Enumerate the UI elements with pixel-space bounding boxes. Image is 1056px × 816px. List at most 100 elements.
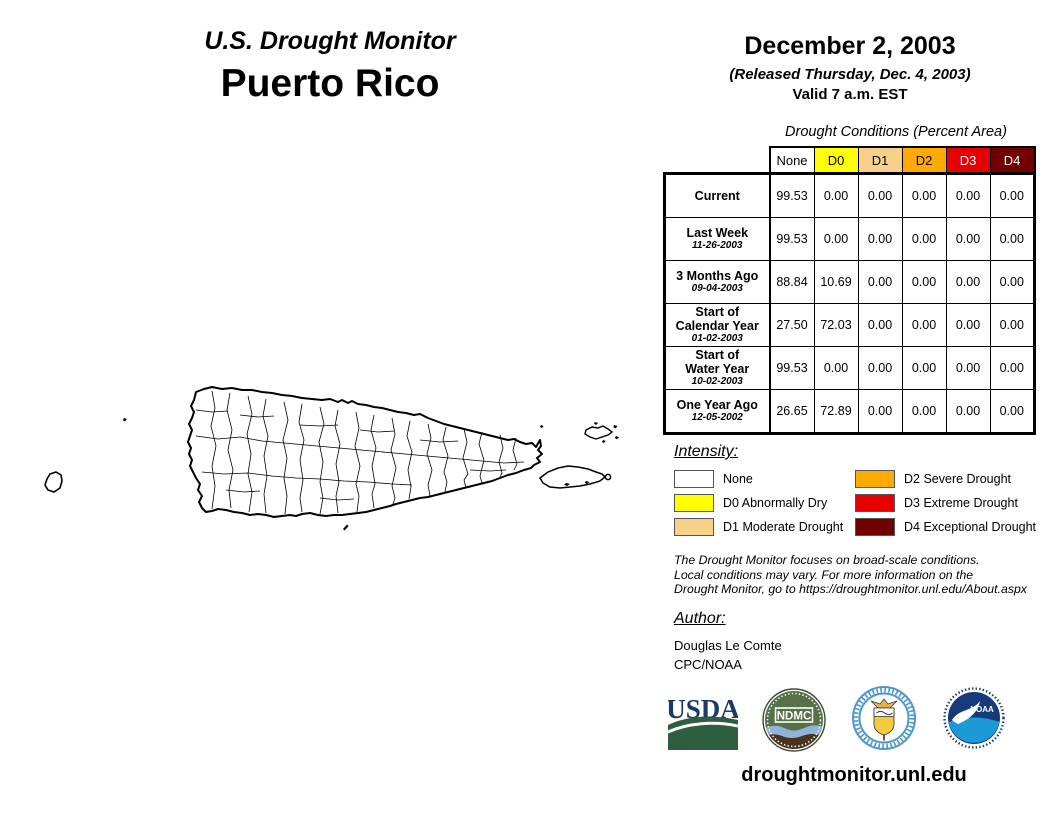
value-cell: 0.00 <box>857 217 903 261</box>
value-cell: 72.03 <box>813 303 859 347</box>
value-cell: 0.00 <box>989 217 1036 261</box>
value-cell: 10.69 <box>813 260 859 304</box>
legend-label: D2 Severe Drought <box>904 471 1012 486</box>
value-cell: 0.00 <box>945 346 991 390</box>
date-block: December 2, 2003 (Released Thursday, Dec… <box>654 32 1046 103</box>
disclaimer-text: The Drought Monitor focuses on broad-sca… <box>674 553 1027 597</box>
caja-de-muertos-island <box>343 524 349 531</box>
value-cell: 0.00 <box>989 346 1036 390</box>
column-header-d4: D4 <box>989 146 1036 175</box>
value-cell: 0.00 <box>857 389 903 435</box>
value-cell: 88.84 <box>769 260 815 304</box>
table-row: One Year Ago 12-05-2002 26.65 72.89 0.00 0.00… <box>663 389 1036 435</box>
column-header-d0: D0 <box>813 146 859 175</box>
ndmc-logo: NDMC <box>762 688 826 757</box>
row-label: Current <box>663 172 771 218</box>
municipality-boundaries <box>195 390 525 515</box>
row-date: 09-04-2003 <box>691 283 743 294</box>
row-label: Last Week 11-26-2003 <box>663 217 771 261</box>
legend-item: D0 Abnormally Dry <box>674 493 855 512</box>
culebra-island <box>540 422 619 443</box>
mona-island <box>44 471 63 493</box>
table-title: Drought Conditions (Percent Area) <box>785 124 1007 140</box>
legend-swatch <box>674 469 714 488</box>
value-cell: 0.00 <box>989 260 1036 304</box>
legend-swatch <box>674 517 714 536</box>
value-cell: 0.00 <box>857 346 903 390</box>
value-cell: 26.65 <box>769 389 815 435</box>
row-label: Start of Calendar Year 01-02-2003 <box>663 303 771 347</box>
table-row: Last Week 11-26-2003 99.53 0.00 0.00 0.00 0.00… <box>663 217 1036 261</box>
legend-swatch <box>855 493 895 512</box>
puerto-rico-map <box>0 340 660 590</box>
row-label-line: Calendar Year <box>675 319 759 333</box>
value-cell: 0.00 <box>901 260 947 304</box>
legend-item: None <box>674 469 855 488</box>
author-block: Author: Douglas Le Comte CPC/NOAA <box>674 610 782 674</box>
value-cell: 0.00 <box>945 260 991 304</box>
value-cell: 0.00 <box>901 217 947 261</box>
legend-item: D2 Severe Drought <box>855 469 1036 488</box>
value-cell: 99.53 <box>769 346 815 390</box>
value-cell: 0.00 <box>857 303 903 347</box>
table-row: Start of Water Year 10-02-2003 99.53 0.00 0.0… <box>663 346 1036 390</box>
disclaimer-line: Drought Monitor, go to https://droughtmo… <box>674 582 1027 597</box>
website-url: droughtmonitor.unl.edu <box>741 764 967 786</box>
value-cell: 0.00 <box>901 303 947 347</box>
usda-logo: USDA <box>666 694 740 757</box>
value-cell: 0.00 <box>857 260 903 304</box>
value-cell: 0.00 <box>989 172 1036 218</box>
value-cell: 0.00 <box>901 346 947 390</box>
legend-columns: None D0 Abnormally Dry D1 Moderate Drought… <box>674 469 1048 542</box>
column-header-d2: D2 <box>901 146 947 175</box>
legend-swatch <box>855 517 895 536</box>
noaa-logo-text: NOAA <box>970 705 994 714</box>
author-organization: CPC/NOAA <box>674 657 742 672</box>
value-cell: 0.00 <box>945 389 991 435</box>
vieques-island <box>539 465 612 489</box>
legend-column-left: None D0 Abnormally Dry D1 Moderate Drought <box>674 469 855 542</box>
row-label: Start of Water Year 10-02-2003 <box>663 346 771 390</box>
value-cell: 0.00 <box>813 346 859 390</box>
ndmc-logo-text: NDMC <box>777 711 812 723</box>
noaa-logo: NOAA <box>942 686 1006 755</box>
value-cell: 0.00 <box>945 217 991 261</box>
row-date: 12-05-2002 <box>691 412 743 423</box>
author-heading: Author: <box>674 610 726 627</box>
value-cell: 0.00 <box>989 389 1036 435</box>
legend-label: D1 Moderate Drought <box>723 519 844 534</box>
column-header-d1: D1 <box>857 146 903 175</box>
legend-item: D1 Moderate Drought <box>674 517 855 536</box>
legend-column-right: D2 Severe Drought D3 Extreme Drought D4 Ex… <box>855 469 1036 542</box>
row-label-line: Last Week <box>686 226 749 240</box>
value-cell: 72.89 <box>813 389 859 435</box>
released-date: (Released Thursday, Dec. 4, 2003) <box>729 66 971 83</box>
row-label: 3 Months Ago 09-04-2003 <box>663 260 771 304</box>
main-island <box>187 386 543 518</box>
legend-swatch <box>855 469 895 488</box>
row-label: One Year Ago 12-05-2002 <box>663 389 771 435</box>
legend-title: Intensity: <box>674 443 739 460</box>
row-date: 10-02-2003 <box>691 376 743 387</box>
value-cell: 0.00 <box>813 217 859 261</box>
value-cell: 0.00 <box>945 172 991 218</box>
disclaimer-line: Local conditions may vary. For more info… <box>674 567 974 582</box>
row-date: 01-02-2003 <box>691 333 743 344</box>
row-label-line: Current <box>694 189 740 203</box>
value-cell: 0.00 <box>989 303 1036 347</box>
value-cell: 99.53 <box>769 172 815 218</box>
author-name: Douglas Le Comte <box>674 638 782 653</box>
row-label-line: Start of <box>695 305 740 319</box>
title-block: U.S. Drought Monitor Puerto Rico <box>100 27 560 106</box>
report-title: U.S. Drought Monitor <box>204 27 456 55</box>
legend-label: D0 Abnormally Dry <box>723 495 828 510</box>
intensity-legend: Intensity: None D0 Abnormally Dry D1 Moder… <box>674 443 1048 542</box>
report-date: December 2, 2003 <box>744 32 956 60</box>
region-title: Puerto Rico <box>220 62 440 105</box>
drought-conditions-table: None D0 D1 D2 D3 D4 Current 99.53 0.00 0.00 0.00 0… <box>663 146 1036 435</box>
row-label-line: 3 Months Ago <box>676 269 759 283</box>
table-row: Current 99.53 0.00 0.00 0.00 0.00 0.00 <box>663 172 1036 218</box>
value-cell: 0.00 <box>945 303 991 347</box>
value-cell: 0.00 <box>857 172 903 218</box>
